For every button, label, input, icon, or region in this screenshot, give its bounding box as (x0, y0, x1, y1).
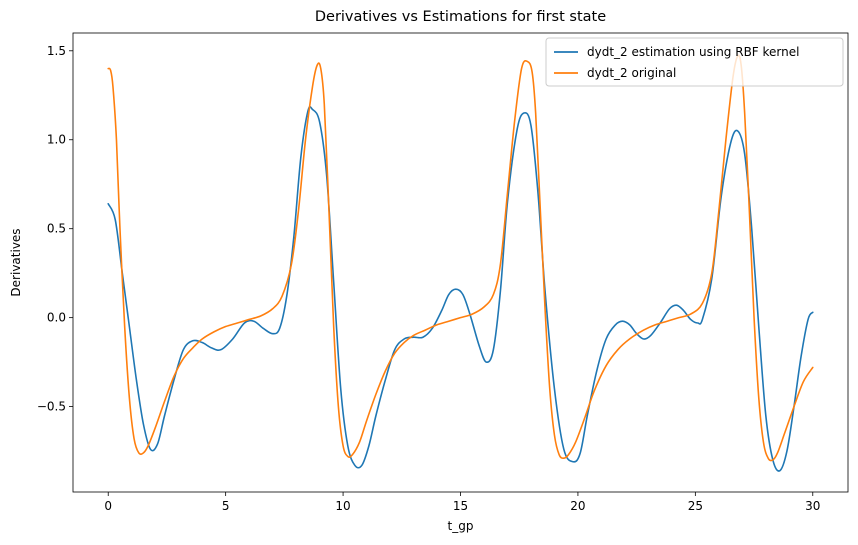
x-tick-label: 20 (570, 499, 585, 513)
y-axis-ticks: −0.5 0.0 0.5 1.0 1.5 (37, 44, 73, 414)
x-tick-label: 5 (222, 499, 230, 513)
y-axis-label: Derivatives (9, 228, 23, 296)
legend-label-0: dydt_2 estimation using RBF kernel (587, 45, 799, 59)
legend: dydt_2 estimation using RBF kernel dydt_2… (545, 37, 844, 87)
x-tick-label: 15 (453, 499, 468, 513)
legend-label-1: dydt_2 original (587, 66, 676, 80)
chart-title: Derivatives vs Estimations for first sta… (315, 9, 606, 25)
x-axis-label: t_gp (448, 519, 474, 533)
x-tick-label: 10 (335, 499, 350, 513)
x-tick-label: 30 (805, 499, 820, 513)
y-tick-label: 0.0 (47, 311, 66, 325)
x-axis-ticks: 0 5 10 15 20 25 30 (104, 492, 820, 513)
plot-lines (107, 54, 814, 472)
y-tick-label: 0.5 (47, 222, 66, 236)
y-tick-label: 1.0 (47, 133, 66, 147)
series-line-0 (107, 105, 814, 472)
y-tick-label: −0.5 (37, 400, 66, 414)
axes-frame (72, 32, 849, 493)
x-tick-label: 25 (688, 499, 703, 513)
y-tick-label: 1.5 (47, 44, 66, 58)
x-tick-label: 0 (104, 499, 112, 513)
legend-box (545, 37, 844, 87)
series-line-1 (107, 54, 814, 462)
